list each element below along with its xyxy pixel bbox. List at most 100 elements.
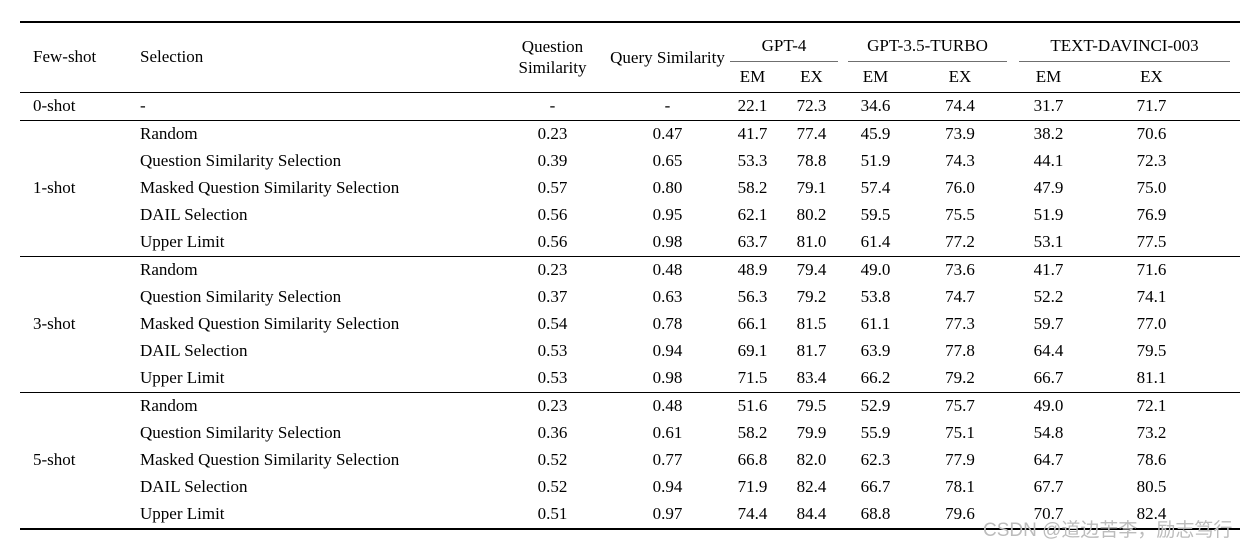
gpt35-turbo-em-cell: 34.6 <box>843 91 908 120</box>
question-similarity-cell: 0.39 <box>537 151 568 170</box>
question-similarity-cell: 0.36 <box>537 423 568 442</box>
gpt35-turbo-ex-cell: 77.9 <box>945 450 975 469</box>
gpt4-ex-cell: 82.4 <box>796 477 827 496</box>
table-row: Upper Limit 0.51 0.97 74.4 84.4 68.8 79.6 70.7 8… <box>20 501 1240 529</box>
table-row: Question Similarity Selection 0.39 0.65 53.… <box>20 148 1240 175</box>
query-similarity-cell: 0.65 <box>652 151 683 170</box>
selection-cell: Masked Question Similarity Selection <box>140 450 400 469</box>
table-body: 0-shot - - -22.1 72.3 34.6 74.4 31.7 71.7 1-shot R… <box>20 91 1240 529</box>
text-davinci-003-ex-cell: 79.5 <box>1136 341 1167 360</box>
text-davinci-003-ex-cell: 70.6 <box>1085 119 1240 148</box>
text-davinci-003-ex-cell: 77.5 <box>1136 232 1167 251</box>
gpt35-turbo-em-cell: 52.9 <box>843 391 908 420</box>
text-davinci-003-ex-cell: 81.1 <box>1136 368 1167 387</box>
model-group-header-gpt35-turbo: GPT-3.5-TURBO <box>843 22 1012 62</box>
model-group-label: TEXT-DAVINCI-003 <box>1019 36 1230 62</box>
gpt35-turbo-ex-cell: 74.3 <box>945 151 975 170</box>
text-davinci-003-ex-cell: 77.0 <box>1136 314 1167 333</box>
table-row: Question Similarity Selection 0.36 0.61 58.… <box>20 420 1240 447</box>
metric-header-ex: EX <box>1085 62 1240 93</box>
question-similarity-cell: 0.52 <box>537 450 568 469</box>
question-similarity-cell: 0.23 <box>495 119 610 148</box>
query-similarity-cell: 0.98 <box>652 368 683 387</box>
few-shot-label: 5-shot <box>20 391 125 529</box>
gpt35-turbo-ex-cell: 79.2 <box>945 368 975 387</box>
text-davinci-003-ex-cell: 71.6 <box>1085 255 1240 284</box>
gpt4-em-cell: 66.8 <box>737 450 768 469</box>
selection-cell: DAIL Selection <box>140 205 248 224</box>
query-similarity-cell: 0.47 <box>610 119 725 148</box>
selection-cell: Question Similarity Selection <box>140 151 342 170</box>
question-similarity-cell: 0.56 <box>537 232 568 251</box>
gpt4-ex-cell: 79.1 <box>796 178 827 197</box>
gpt4-em-cell: 62.1 <box>737 205 768 224</box>
selection-cell: Upper Limit <box>140 504 225 523</box>
gpt4-ex-cell: 80.2 <box>796 205 827 224</box>
query-similarity-cell: 0.94 <box>652 477 683 496</box>
table-row: DAIL Selection 0.53 0.94 69.1 81.7 63.9 77.8 64… <box>20 338 1240 365</box>
text-davinci-003-em-cell: 59.7 <box>1033 314 1064 333</box>
text-davinci-003-em-cell: 66.7 <box>1033 368 1064 387</box>
selection-cell: Question Similarity Selection <box>140 423 342 442</box>
query-similarity-cell: 0.63 <box>652 287 683 306</box>
selection-cell: Question Similarity Selection <box>140 287 342 306</box>
gpt35-turbo-em-cell: 63.9 <box>860 341 891 360</box>
gpt4-em-cell: 71.9 <box>737 477 768 496</box>
text-davinci-003-em-cell: 47.9 <box>1033 178 1064 197</box>
text-davinci-003-em-cell: 53.1 <box>1033 232 1064 251</box>
query-similarity-cell: 0.77 <box>652 450 683 469</box>
question-similarity-cell: 0.53 <box>537 368 568 387</box>
gpt4-ex-cell: 83.4 <box>796 368 827 387</box>
query-similarity-cell: 0.97 <box>652 504 683 523</box>
gpt35-turbo-em-cell: 61.4 <box>860 232 891 251</box>
gpt4-ex-cell: 81.7 <box>796 341 827 360</box>
question-similarity-cell: 0.56 <box>537 205 568 224</box>
text-davinci-003-em-cell: 64.7 <box>1033 450 1064 469</box>
gpt4-ex-cell: 72.3 <box>780 91 843 120</box>
gpt4-ex-cell: 84.4 <box>796 504 827 523</box>
query-similarity-cell: 0.98 <box>652 232 683 251</box>
gpt4-ex-cell: 81.5 <box>796 314 827 333</box>
query-similarity-cell: - <box>610 91 725 120</box>
text-davinci-003-ex-cell: 82.4 <box>1136 504 1167 523</box>
gpt35-turbo-em-cell: 62.3 <box>860 450 891 469</box>
selection-cell: Random <box>125 119 495 148</box>
gpt35-turbo-em-cell: 59.5 <box>860 205 891 224</box>
question-similarity-cell: - <box>495 91 610 120</box>
gpt35-turbo-ex-cell: 73.6 <box>908 255 1012 284</box>
text-davinci-003-em-cell: 41.7 <box>1012 255 1085 284</box>
selection-cell: - <box>125 91 495 120</box>
metric-header-ex: EX <box>908 62 1012 93</box>
question-similarity-cell: 0.54 <box>537 314 568 333</box>
question-similarity-cell: 0.23 <box>495 391 610 420</box>
query-similarity-cell: 0.78 <box>652 314 683 333</box>
table-row: 0-shot - - -22.1 72.3 34.6 74.4 31.7 71.7 <box>20 91 1240 120</box>
gpt35-turbo-ex-cell: 76.0 <box>945 178 975 197</box>
query-similarity-cell: 0.48 <box>610 391 725 420</box>
text-davinci-003-ex-cell: 78.6 <box>1136 450 1167 469</box>
query-similarity-cell: 0.94 <box>652 341 683 360</box>
text-davinci-003-ex-cell: 76.9 <box>1136 205 1167 224</box>
table-row: Upper Limit 0.56 0.98 63.7 81.0 61.4 77.2 53.1 7… <box>20 229 1240 257</box>
table-row: Question Similarity Selection 0.37 0.63 56.… <box>20 284 1240 311</box>
few-shot-label: 3-shot <box>20 255 125 392</box>
text-davinci-003-em-cell: 67.7 <box>1033 477 1064 496</box>
gpt4-em-cell: 22.1 <box>725 91 780 120</box>
text-davinci-003-em-cell: 44.1 <box>1033 151 1064 170</box>
selection-cell: Masked Question Similarity Selection <box>140 314 400 333</box>
column-header-selection: Selection <box>140 47 204 67</box>
model-group-header-text-davinci-003: TEXT-DAVINCI-003 <box>1012 22 1240 62</box>
gpt4-ex-cell: 78.8 <box>796 151 827 170</box>
gpt4-ex-cell: 81.0 <box>796 232 827 251</box>
table-row: 1-shot Random 0.23 0.47 41.7 77.4 45.9 73.9 38.2… <box>20 119 1240 256</box>
query-similarity-cell: 0.48 <box>610 255 725 284</box>
text-davinci-003-em-cell: 54.8 <box>1033 423 1064 442</box>
gpt4-em-cell: 63.7 <box>737 232 768 251</box>
header-group-row: Few-shot Selection Question Similarity Q… <box>20 22 1240 77</box>
gpt4-em-cell: 58.2 <box>737 178 768 197</box>
gpt35-turbo-ex-cell: 79.6 <box>945 504 975 523</box>
gpt4-em-cell: 56.3 <box>737 287 768 306</box>
text-davinci-003-ex-cell: 71.7 <box>1085 91 1240 120</box>
text-davinci-003-ex-cell: 72.3 <box>1136 151 1167 170</box>
question-similarity-cell: 0.37 <box>537 287 568 306</box>
